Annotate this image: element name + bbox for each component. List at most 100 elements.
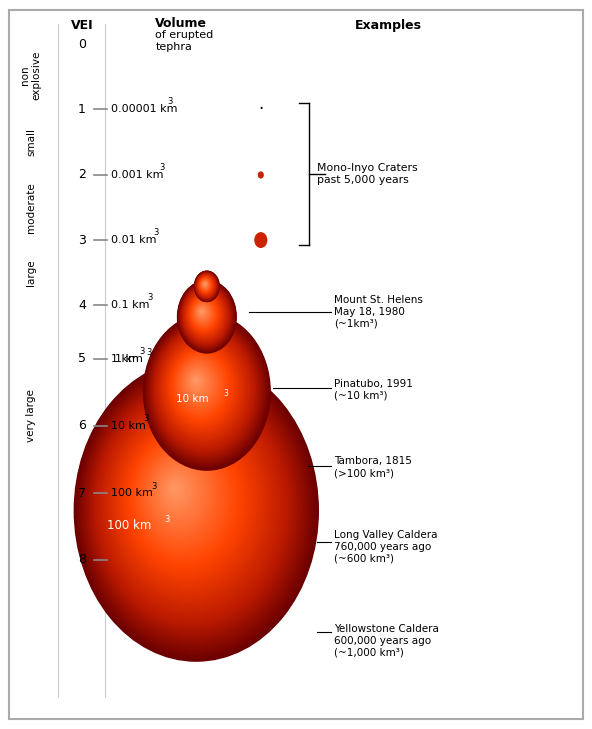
Circle shape — [190, 296, 218, 332]
Text: small: small — [26, 128, 36, 157]
Text: Examples: Examples — [355, 20, 422, 32]
Circle shape — [192, 300, 214, 327]
Circle shape — [203, 282, 207, 287]
Circle shape — [123, 423, 248, 577]
Circle shape — [192, 375, 201, 387]
Circle shape — [107, 402, 272, 605]
Circle shape — [199, 277, 213, 294]
Circle shape — [156, 464, 201, 521]
Circle shape — [175, 354, 226, 416]
Circle shape — [89, 379, 297, 635]
Circle shape — [194, 302, 212, 324]
Circle shape — [167, 344, 237, 429]
Circle shape — [189, 372, 205, 391]
Circle shape — [169, 482, 182, 496]
Circle shape — [166, 343, 237, 431]
Circle shape — [173, 351, 228, 420]
Circle shape — [166, 342, 239, 432]
Text: 2: 2 — [78, 168, 86, 182]
Circle shape — [114, 411, 260, 592]
Circle shape — [181, 285, 231, 347]
Circle shape — [173, 352, 227, 418]
Text: 1: 1 — [78, 103, 86, 116]
Circle shape — [203, 282, 207, 287]
Circle shape — [181, 286, 230, 346]
Circle shape — [192, 376, 200, 386]
Circle shape — [200, 309, 204, 314]
Circle shape — [124, 424, 246, 574]
Circle shape — [81, 368, 309, 650]
Circle shape — [91, 381, 295, 633]
Circle shape — [155, 462, 203, 523]
Circle shape — [199, 277, 213, 294]
Circle shape — [77, 363, 315, 657]
Circle shape — [144, 450, 217, 540]
Circle shape — [180, 284, 232, 348]
Circle shape — [198, 276, 214, 296]
Text: 3: 3 — [159, 163, 165, 172]
Text: 3: 3 — [146, 348, 151, 357]
Circle shape — [191, 298, 217, 330]
Circle shape — [156, 330, 252, 448]
Circle shape — [194, 378, 197, 383]
Circle shape — [202, 281, 208, 289]
Circle shape — [153, 327, 256, 453]
Text: ·: · — [258, 100, 263, 118]
Circle shape — [188, 370, 207, 394]
Circle shape — [170, 348, 231, 423]
Circle shape — [192, 299, 216, 329]
Circle shape — [152, 324, 258, 456]
Circle shape — [146, 316, 268, 467]
Circle shape — [160, 470, 194, 512]
Circle shape — [152, 459, 207, 527]
Circle shape — [200, 278, 211, 292]
Circle shape — [202, 281, 208, 288]
Circle shape — [198, 276, 213, 295]
Circle shape — [155, 329, 253, 450]
Circle shape — [166, 477, 187, 503]
Circle shape — [185, 291, 225, 340]
Circle shape — [195, 273, 218, 300]
Circle shape — [200, 309, 204, 314]
Circle shape — [163, 340, 241, 435]
Circle shape — [179, 359, 220, 410]
Circle shape — [202, 281, 208, 288]
Circle shape — [193, 300, 214, 326]
Text: 3: 3 — [224, 389, 229, 398]
Circle shape — [148, 320, 263, 462]
Circle shape — [180, 284, 233, 348]
Text: Long Valley Caldera
760,000 years ago
(~600 km³): Long Valley Caldera 760,000 years ago (~… — [334, 530, 437, 564]
Circle shape — [197, 306, 208, 319]
Circle shape — [169, 347, 233, 425]
Circle shape — [157, 331, 250, 447]
Circle shape — [198, 307, 207, 317]
Circle shape — [179, 282, 234, 351]
Circle shape — [196, 305, 210, 321]
Circle shape — [168, 346, 234, 427]
Circle shape — [168, 480, 184, 499]
Circle shape — [188, 294, 221, 335]
Circle shape — [184, 288, 227, 343]
Circle shape — [179, 359, 219, 408]
Circle shape — [198, 276, 214, 295]
Circle shape — [142, 446, 221, 545]
Circle shape — [197, 305, 209, 320]
Circle shape — [84, 373, 304, 644]
Circle shape — [162, 337, 244, 439]
Circle shape — [144, 315, 269, 469]
Circle shape — [193, 377, 199, 385]
Text: 10 km: 10 km — [111, 421, 146, 431]
Circle shape — [78, 365, 313, 655]
Circle shape — [185, 367, 210, 398]
Circle shape — [195, 304, 210, 321]
Circle shape — [79, 367, 311, 652]
Circle shape — [129, 431, 239, 566]
Circle shape — [191, 297, 218, 330]
Circle shape — [191, 298, 216, 329]
Circle shape — [165, 341, 239, 433]
Circle shape — [120, 418, 253, 583]
Text: 4: 4 — [78, 299, 86, 312]
Circle shape — [182, 286, 230, 345]
Circle shape — [195, 271, 219, 301]
Text: 1 km: 1 km — [115, 354, 143, 364]
